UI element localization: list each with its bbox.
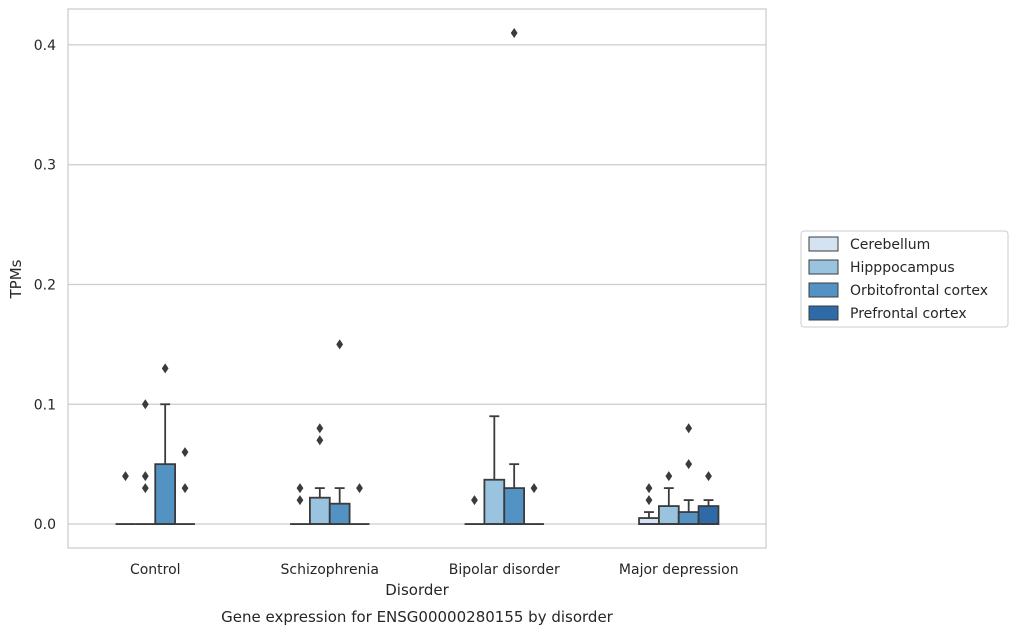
- outlier-point: [161, 363, 169, 374]
- outlier-point: [685, 459, 693, 470]
- box-body: [328, 502, 351, 525]
- box-body: [483, 478, 506, 525]
- legend-frame: [800, 230, 1009, 328]
- outlier-point: [296, 483, 304, 494]
- y-tick-label: 0.1: [34, 397, 56, 413]
- outlier-point: [296, 495, 304, 506]
- outlier-point: [316, 435, 324, 446]
- box-group: [175, 447, 195, 525]
- outlier-point: [705, 471, 712, 482]
- box-group: [464, 495, 485, 525]
- box-body: [658, 505, 680, 525]
- box-group: [638, 483, 660, 525]
- y-tick-label: 0.3: [34, 158, 56, 174]
- box-body: [697, 505, 720, 525]
- outlier-point: [141, 399, 149, 410]
- box-group: [154, 363, 176, 525]
- legend-label: Hipppocampus: [850, 260, 955, 276]
- legend-swatch: [808, 259, 839, 275]
- box-group: [349, 483, 370, 525]
- legend-label: Cerebellum: [850, 237, 930, 253]
- outlier-point: [510, 27, 518, 38]
- outlier-point: [645, 483, 653, 494]
- box-group: [503, 27, 525, 525]
- y-tick-label: 0.0: [34, 517, 56, 533]
- outlier-point: [471, 495, 478, 506]
- box-group: [697, 471, 720, 525]
- box-group: [135, 399, 156, 525]
- outlier-point: [336, 339, 344, 350]
- x-tick-label: Bipolar disorder: [449, 562, 560, 578]
- box-group: [677, 423, 700, 525]
- outlier-point: [645, 495, 653, 506]
- outlier-point: [181, 447, 189, 458]
- box-body: [677, 511, 700, 525]
- legend-swatch: [808, 305, 839, 321]
- box-body: [309, 496, 331, 525]
- legend-label: Prefrontal cortex: [850, 306, 967, 322]
- legend: Cerebellum Hipppocampus Orbitofrontal cort…: [800, 230, 1009, 328]
- outlier-point: [356, 483, 363, 494]
- box-group: [483, 415, 506, 525]
- box-group: [290, 483, 310, 525]
- legend-swatch: [808, 236, 839, 252]
- outlier-point: [316, 423, 324, 434]
- box-group: [309, 423, 331, 525]
- box-body: [154, 463, 176, 525]
- outlier-point: [685, 423, 693, 434]
- chart-title: Gene expression for ENSG00000280155 by d…: [221, 608, 614, 626]
- x-tick-label: Major depression: [619, 562, 739, 578]
- plot-frame: [67, 8, 767, 549]
- outlier-point: [530, 483, 538, 494]
- y-tick-label: 0.4: [34, 38, 56, 54]
- x-tick-labels: Control Schizophrenia Bipolar disorder Majo…: [130, 562, 739, 578]
- box-body: [503, 487, 525, 525]
- outlier-point: [122, 471, 129, 482]
- x-axis-label: Disorder: [385, 581, 449, 599]
- y-tick-label: 0.2: [34, 277, 56, 293]
- outlier-point: [665, 471, 673, 482]
- legend-label: Orbitofrontal cortex: [850, 283, 988, 299]
- box-group: [658, 471, 680, 525]
- outlier-point: [181, 483, 189, 494]
- box-group: [328, 339, 351, 525]
- plot-marks: [115, 27, 720, 525]
- x-tick-label: Schizophrenia: [281, 562, 379, 578]
- y-tick-labels: 0.0 0.1 0.2 0.3 0.4: [34, 38, 56, 533]
- box-group: [115, 471, 136, 525]
- y-axis-label: TPMs: [7, 259, 25, 299]
- gridlines: [68, 44, 766, 525]
- box-group: [524, 483, 544, 525]
- outlier-point: [141, 483, 149, 494]
- outlier-point: [141, 471, 149, 482]
- legend-swatch: [808, 282, 839, 298]
- x-tick-label: Control: [130, 562, 181, 578]
